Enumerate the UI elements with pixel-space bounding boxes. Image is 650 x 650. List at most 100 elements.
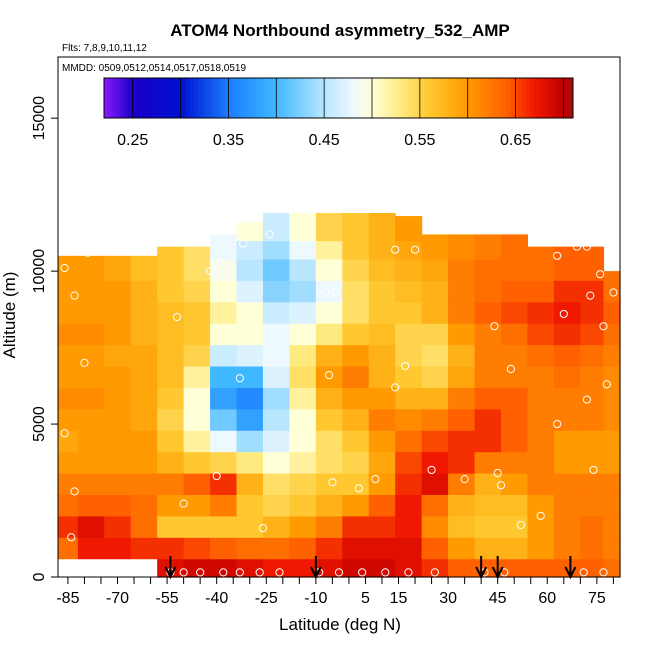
- heat-cell: [315, 213, 343, 242]
- heat-cell: [421, 537, 449, 560]
- heat-cell: [395, 323, 423, 346]
- heat-cell: [500, 408, 529, 431]
- heat-cell: [603, 365, 621, 388]
- colorbar-swatch: [494, 78, 500, 118]
- heat-cell: [527, 558, 555, 578]
- sample-point: [371, 475, 380, 484]
- heat-cell: [315, 365, 343, 388]
- heat-cell: [236, 473, 264, 496]
- colorbar-swatch: [240, 78, 246, 118]
- heat-cell: [580, 473, 605, 496]
- heat-cell: [421, 280, 449, 303]
- sample-point: [596, 270, 605, 279]
- x-axis: -85 -70 -55 -40 -25 -10 5 15 30 45 60 75: [56, 577, 614, 607]
- heat-cell: [262, 323, 291, 346]
- sample-point: [391, 245, 400, 254]
- heat-cell: [474, 280, 502, 303]
- colorbar-swatch: [416, 78, 422, 118]
- heat-cell: [262, 213, 291, 242]
- heat-cell: [580, 494, 605, 517]
- heat-cell: [58, 280, 79, 303]
- heat-cell: [421, 258, 449, 281]
- heat-cell: [527, 494, 555, 517]
- sample-point: [579, 568, 588, 577]
- heat-cell: [236, 365, 264, 388]
- heat-cell: [157, 451, 185, 474]
- heat-cell: [395, 408, 423, 431]
- heat-cell: [210, 280, 238, 303]
- heat-cell: [262, 344, 291, 367]
- heat-cell: [553, 280, 581, 303]
- heat-cell: [289, 451, 317, 474]
- heat-cell: [236, 494, 264, 517]
- sample-point: [586, 291, 595, 300]
- sample-point: [404, 568, 413, 577]
- x-axis-label: Latitude (deg N): [279, 615, 401, 634]
- heat-cell: [289, 240, 317, 260]
- colorbar-tick-label: 0.65: [500, 132, 531, 149]
- heat-cell: [342, 451, 370, 474]
- colorbar-swatch: [303, 78, 308, 118]
- colorbar-swatch: [186, 78, 191, 118]
- sample-point: [410, 245, 420, 254]
- colorbar-swatch: [401, 78, 406, 118]
- heat-cell: [448, 301, 476, 324]
- heat-cell: [603, 323, 621, 346]
- heat-cell: [262, 515, 291, 538]
- colorbar-swatch: [526, 78, 531, 118]
- colorbar-tick-label: 0.35: [213, 132, 244, 149]
- heat-cell: [395, 240, 423, 260]
- sample-point: [70, 291, 79, 300]
- heat-cell: [104, 537, 132, 560]
- colorbar-swatch: [451, 78, 457, 118]
- heat-cell: [77, 365, 105, 388]
- colorbar-swatch: [115, 78, 121, 118]
- colorbar-swatch: [232, 78, 238, 118]
- heat-cell: [210, 301, 238, 324]
- heat-cell: [77, 473, 105, 496]
- heat-cell: [58, 515, 79, 538]
- heat-cell: [421, 344, 449, 367]
- colorbar-swatch: [162, 78, 168, 118]
- heat-cell: [130, 387, 158, 410]
- heat-cell: [262, 408, 291, 431]
- heat-cell: [527, 408, 555, 431]
- x-tick-label: -85: [56, 590, 79, 607]
- heat-cell: [368, 323, 396, 346]
- heat-cell: [183, 430, 211, 453]
- heat-cell: [500, 430, 529, 453]
- heat-cell: [368, 451, 396, 474]
- y-axis-label: Altitude (m): [0, 272, 19, 359]
- heat-cell: [289, 365, 317, 388]
- heat-cell: [130, 515, 158, 538]
- heat-cell: [58, 365, 79, 388]
- heat-cell: [183, 301, 211, 324]
- colorbar-swatch: [537, 78, 543, 118]
- heat-cell: [157, 344, 185, 367]
- heat-cell: [342, 408, 370, 431]
- colorbar-swatch: [377, 78, 382, 118]
- heat-cell: [342, 558, 370, 578]
- heat-cell: [104, 473, 132, 496]
- heat-cell: [130, 430, 158, 453]
- sample-point: [83, 248, 92, 257]
- heat-cell: [262, 430, 291, 453]
- heat-cell: [315, 515, 343, 538]
- heat-cell: [210, 408, 238, 431]
- x-tick-label: 75: [588, 590, 606, 607]
- heat-cell: [603, 473, 621, 496]
- colorbar-swatch: [393, 78, 398, 118]
- colorbar-swatch: [307, 78, 312, 118]
- heat-cell: [104, 255, 132, 281]
- heat-cell: [500, 494, 529, 517]
- heat-cell: [342, 213, 370, 242]
- sample-point: [358, 568, 367, 577]
- heat-cell: [262, 258, 291, 281]
- sample-point: [219, 568, 228, 577]
- heat-cell: [448, 515, 476, 538]
- heat-cell: [104, 387, 132, 410]
- y-tick-label: 0: [31, 572, 48, 581]
- x-tick-label: -25: [255, 590, 278, 607]
- sample-point: [334, 568, 344, 577]
- heat-cell: [368, 430, 396, 453]
